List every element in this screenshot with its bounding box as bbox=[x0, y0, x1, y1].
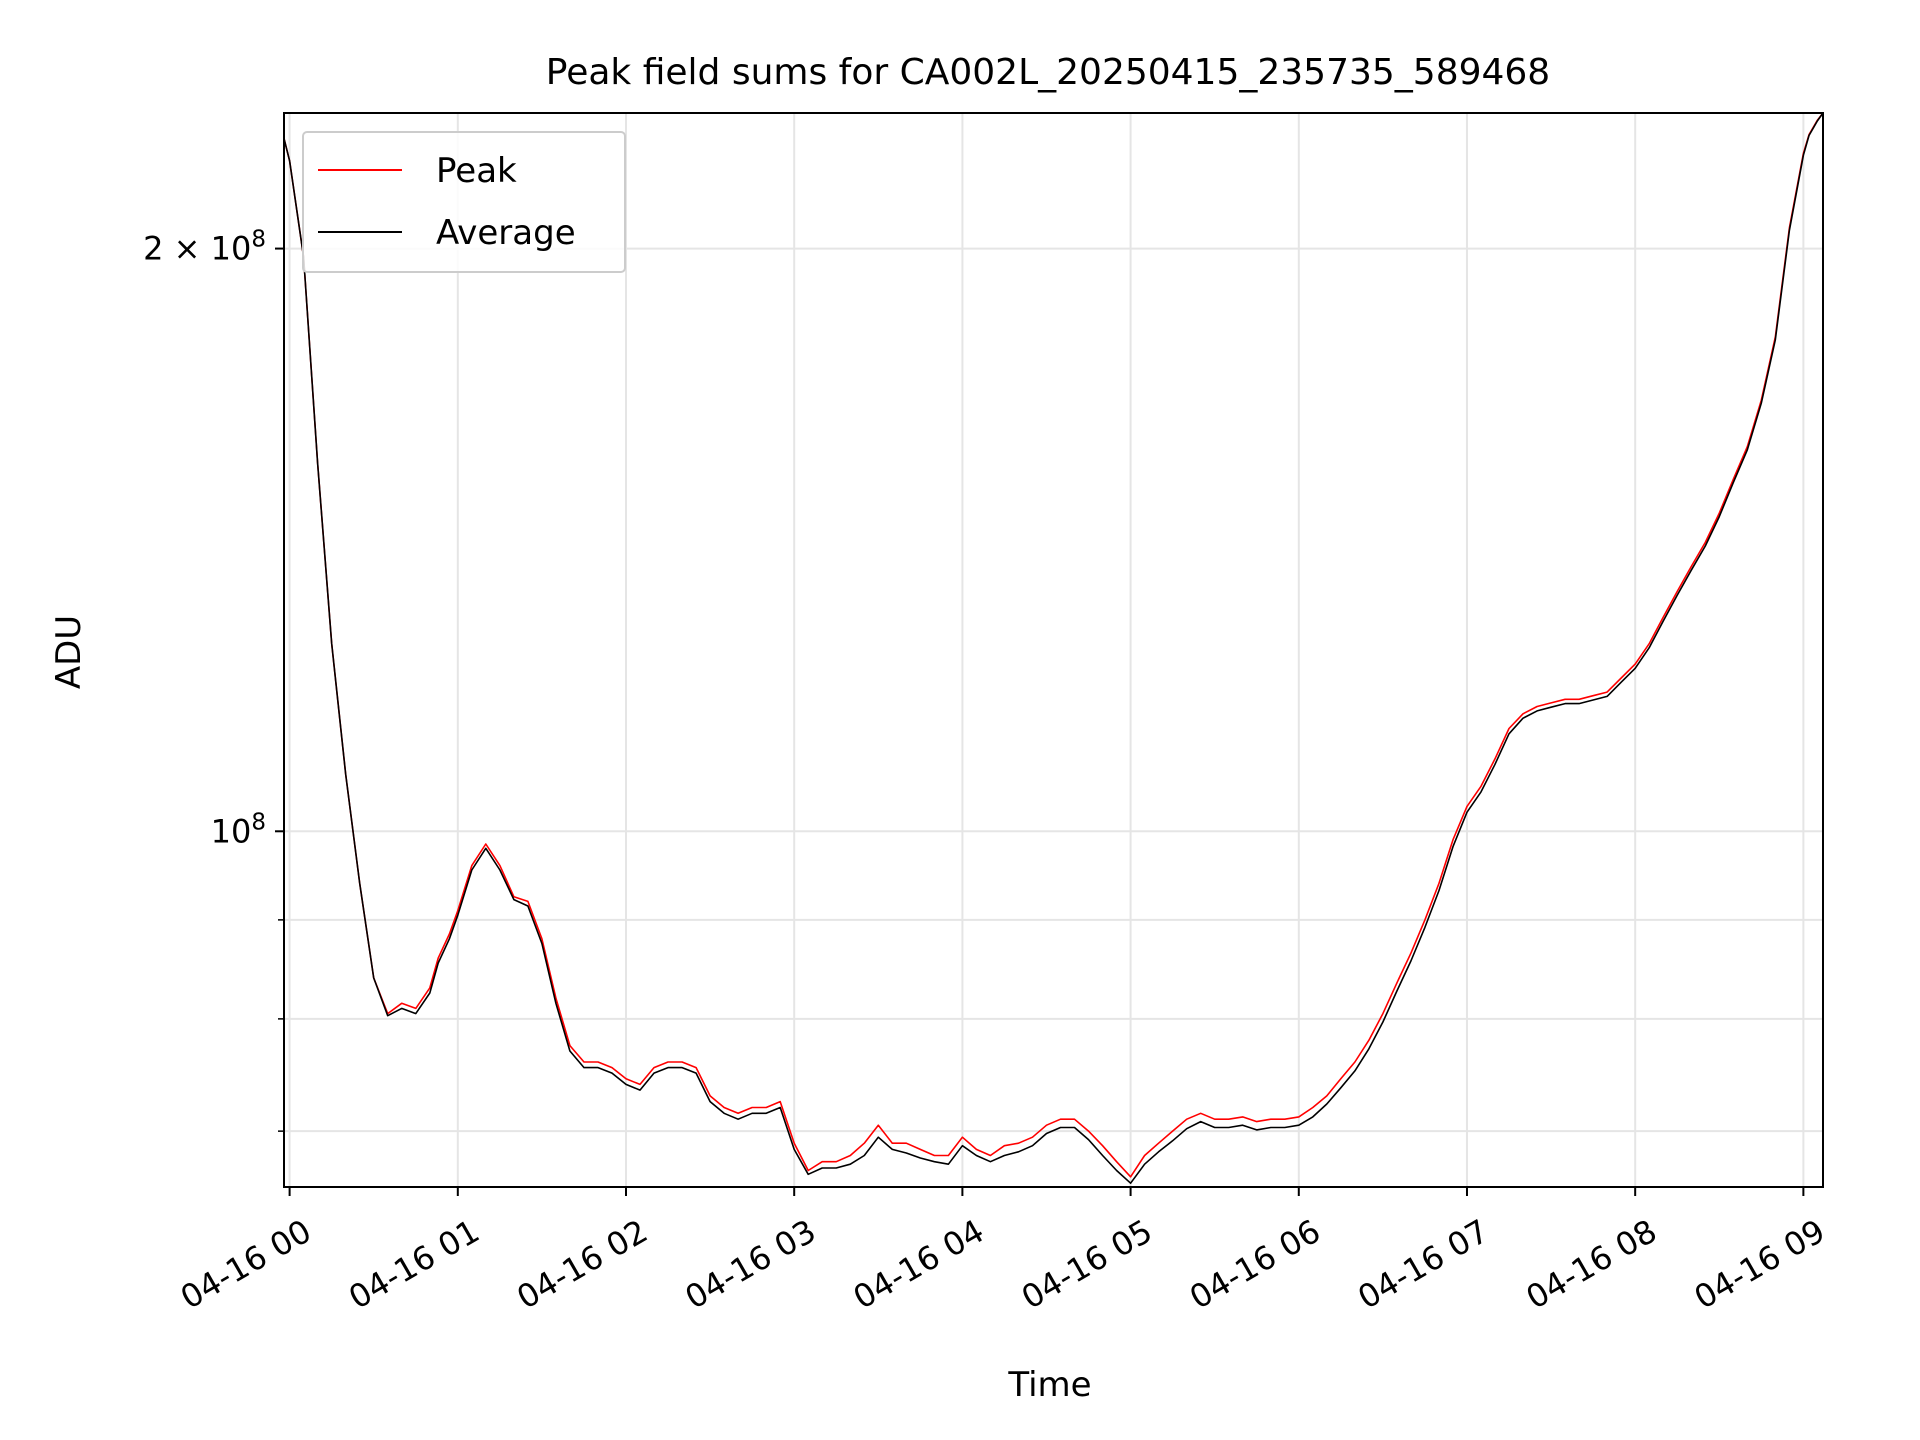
series-line-peak bbox=[283, 112, 1824, 1178]
y-axis: 108 2 × 108 bbox=[143, 227, 284, 1132]
legend-box bbox=[302, 131, 626, 273]
x-tick-label: 04-16 02 bbox=[510, 1212, 654, 1317]
grid bbox=[284, 113, 1823, 1187]
x-tick-label: 04-16 04 bbox=[847, 1212, 991, 1317]
x-tick-label: 04-16 03 bbox=[679, 1212, 823, 1317]
y-tick-label: 108 bbox=[211, 809, 266, 850]
plot-frame bbox=[283, 112, 1824, 1188]
x-tick-label: 04-16 00 bbox=[174, 1212, 318, 1317]
legend-label-peak: Peak bbox=[436, 151, 517, 191]
x-axis-label: Time bbox=[1007, 1365, 1091, 1405]
x-tick-label: 04-16 06 bbox=[1183, 1212, 1327, 1317]
x-tick-label: 04-16 07 bbox=[1351, 1212, 1495, 1317]
x-axis: 04-16 00 04-16 01 04-16 02 04-16 03 04-16 04… bbox=[174, 1187, 1831, 1317]
x-tick-label: 04-16 01 bbox=[342, 1212, 486, 1317]
legend-label-average: Average bbox=[436, 213, 576, 253]
series-layer bbox=[283, 112, 1824, 1184]
x-tick-label: 04-16 05 bbox=[1015, 1212, 1159, 1317]
legend: Peak Average bbox=[302, 131, 626, 273]
y-axis-label: ADU bbox=[49, 615, 89, 689]
y-tick-label: 2 × 108 bbox=[143, 227, 266, 268]
chart-title: Peak field sums for CA002L_20250415_2357… bbox=[546, 52, 1550, 93]
x-tick-label: 04-16 09 bbox=[1688, 1212, 1832, 1317]
x-tick-label: 04-16 08 bbox=[1520, 1212, 1664, 1317]
series-line-average bbox=[283, 112, 1824, 1184]
